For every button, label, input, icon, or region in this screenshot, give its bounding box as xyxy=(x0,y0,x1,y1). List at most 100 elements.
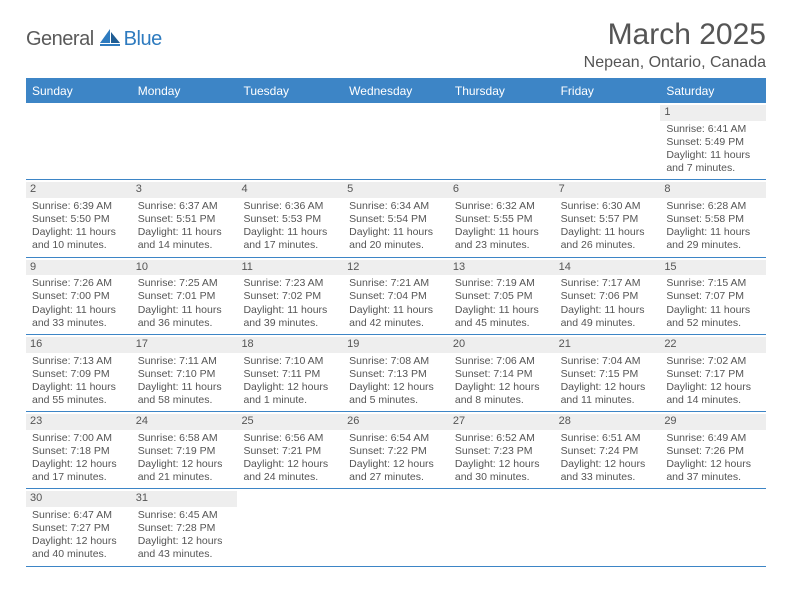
day-info-line: Daylight: 12 hours xyxy=(243,458,339,471)
day-info-line: Sunset: 7:06 PM xyxy=(561,290,657,303)
day-info-line: Daylight: 12 hours xyxy=(32,535,128,548)
day-number: 1 xyxy=(660,105,766,121)
day-info-line: Daylight: 12 hours xyxy=(243,381,339,394)
day-info-line: Daylight: 12 hours xyxy=(666,458,762,471)
day-info-line: Sunset: 7:13 PM xyxy=(349,368,445,381)
day-info-line: and 10 minutes. xyxy=(32,239,128,252)
day-info-line: and 20 minutes. xyxy=(349,239,445,252)
day-info: Sunrise: 6:58 AMSunset: 7:19 PMDaylight:… xyxy=(138,432,234,485)
day-info-line: Sunset: 5:58 PM xyxy=(666,213,762,226)
day-info: Sunrise: 7:08 AMSunset: 7:13 PMDaylight:… xyxy=(349,355,445,408)
day-info: Sunrise: 7:00 AMSunset: 7:18 PMDaylight:… xyxy=(32,432,128,485)
day-info-line: Sunset: 7:10 PM xyxy=(138,368,234,381)
day-info-line: Sunset: 5:49 PM xyxy=(666,136,762,149)
day-info-line: and 23 minutes. xyxy=(455,239,551,252)
day-info-line: Daylight: 11 hours xyxy=(455,226,551,239)
day-info: Sunrise: 7:26 AMSunset: 7:00 PMDaylight:… xyxy=(32,277,128,330)
day-info-line: Sunset: 7:21 PM xyxy=(243,445,339,458)
day-info-line: Daylight: 11 hours xyxy=(32,381,128,394)
day-info-line: Daylight: 11 hours xyxy=(243,304,339,317)
calendar-day: 15Sunrise: 7:15 AMSunset: 7:07 PMDayligh… xyxy=(660,258,766,334)
day-info-line: and 43 minutes. xyxy=(138,548,234,561)
day-info-line: Sunrise: 7:02 AM xyxy=(666,355,762,368)
day-number: 9 xyxy=(26,260,132,276)
calendar-day: 21Sunrise: 7:04 AMSunset: 7:15 PMDayligh… xyxy=(555,335,661,411)
calendar-day xyxy=(555,103,661,179)
day-info-line: Daylight: 11 hours xyxy=(561,226,657,239)
day-number: 17 xyxy=(132,337,238,353)
day-info-line: Sunset: 5:55 PM xyxy=(455,213,551,226)
day-number: 12 xyxy=(343,260,449,276)
calendar-day: 6Sunrise: 6:32 AMSunset: 5:55 PMDaylight… xyxy=(449,180,555,256)
day-info-line: Sunset: 5:53 PM xyxy=(243,213,339,226)
logo-text-general: General xyxy=(26,28,94,51)
day-number: 27 xyxy=(449,414,555,430)
day-info-line: Daylight: 12 hours xyxy=(455,381,551,394)
weekday-header: Wednesday xyxy=(343,80,449,103)
weekday-header: Saturday xyxy=(660,80,766,103)
day-info-line: Sunrise: 6:51 AM xyxy=(561,432,657,445)
day-info-line: Sunset: 7:27 PM xyxy=(32,522,128,535)
day-info-line: and 33 minutes. xyxy=(561,471,657,484)
day-number: 15 xyxy=(660,260,766,276)
day-number: 26 xyxy=(343,414,449,430)
day-info: Sunrise: 6:45 AMSunset: 7:28 PMDaylight:… xyxy=(138,509,234,562)
day-info-line: and 14 minutes. xyxy=(138,239,234,252)
day-info-line: Sunrise: 7:26 AM xyxy=(32,277,128,290)
day-number: 10 xyxy=(132,260,238,276)
calendar-week: 1Sunrise: 6:41 AMSunset: 5:49 PMDaylight… xyxy=(26,103,766,180)
calendar-day: 24Sunrise: 6:58 AMSunset: 7:19 PMDayligh… xyxy=(132,412,238,488)
day-info-line: and 36 minutes. xyxy=(138,317,234,330)
calendar-day: 10Sunrise: 7:25 AMSunset: 7:01 PMDayligh… xyxy=(132,258,238,334)
day-info-line: and 37 minutes. xyxy=(666,471,762,484)
day-info: Sunrise: 6:49 AMSunset: 7:26 PMDaylight:… xyxy=(666,432,762,485)
calendar-day xyxy=(343,103,449,179)
day-info: Sunrise: 7:23 AMSunset: 7:02 PMDaylight:… xyxy=(243,277,339,330)
day-info: Sunrise: 6:32 AMSunset: 5:55 PMDaylight:… xyxy=(455,200,551,253)
day-info-line: Sunset: 5:50 PM xyxy=(32,213,128,226)
day-info-line: Sunrise: 7:25 AM xyxy=(138,277,234,290)
calendar-day: 31 Sunrise: 6:45 AMSunset: 7:28 PMDayligh… xyxy=(132,489,238,565)
day-info-line: Daylight: 11 hours xyxy=(561,304,657,317)
day-info-line: and 17 minutes. xyxy=(32,471,128,484)
day-info-line: Sunrise: 7:17 AM xyxy=(561,277,657,290)
day-info-line: Sunrise: 6:45 AM xyxy=(138,509,234,522)
day-info-line: Sunset: 7:18 PM xyxy=(32,445,128,458)
day-info: Sunrise: 7:25 AMSunset: 7:01 PMDaylight:… xyxy=(138,277,234,330)
calendar-day: 8Sunrise: 6:28 AMSunset: 5:58 PMDaylight… xyxy=(660,180,766,256)
calendar-week: 30Sunrise: 6:47 AMSunset: 7:27 PMDayligh… xyxy=(26,489,766,566)
day-info-line: and 27 minutes. xyxy=(349,471,445,484)
day-info-line: Daylight: 12 hours xyxy=(349,458,445,471)
calendar-day: 16Sunrise: 7:13 AMSunset: 7:09 PMDayligh… xyxy=(26,335,132,411)
day-info: Sunrise: 7:21 AMSunset: 7:04 PMDaylight:… xyxy=(349,277,445,330)
day-info-line: Sunrise: 6:54 AM xyxy=(349,432,445,445)
header: General Blue March 2025 Nepean, Ontario,… xyxy=(26,18,766,72)
day-info: Sunrise: 7:06 AMSunset: 7:14 PMDaylight:… xyxy=(455,355,551,408)
day-info-line: Daylight: 11 hours xyxy=(666,226,762,239)
day-info-line: Sunrise: 7:11 AM xyxy=(138,355,234,368)
day-number: 13 xyxy=(449,260,555,276)
day-info-line: Sunrise: 6:32 AM xyxy=(455,200,551,213)
calendar-day xyxy=(449,103,555,179)
calendar-day: 13Sunrise: 7:19 AMSunset: 7:05 PMDayligh… xyxy=(449,258,555,334)
day-info-line: and 8 minutes. xyxy=(455,394,551,407)
day-info-line: Daylight: 11 hours xyxy=(138,226,234,239)
calendar-day: 26Sunrise: 6:54 AMSunset: 7:22 PMDayligh… xyxy=(343,412,449,488)
logo-sail-icon xyxy=(100,29,122,50)
day-info-line: Daylight: 11 hours xyxy=(138,304,234,317)
calendar-day: 9Sunrise: 7:26 AMSunset: 7:00 PMDaylight… xyxy=(26,258,132,334)
day-info-line: Sunrise: 6:34 AM xyxy=(349,200,445,213)
day-info-line: Sunset: 7:14 PM xyxy=(455,368,551,381)
day-info-line: Sunrise: 6:41 AM xyxy=(666,123,762,136)
day-number: 31 xyxy=(132,491,238,507)
day-info-line: Daylight: 11 hours xyxy=(349,304,445,317)
day-info-line: Daylight: 11 hours xyxy=(32,304,128,317)
day-info: Sunrise: 7:02 AMSunset: 7:17 PMDaylight:… xyxy=(666,355,762,408)
day-info-line: Sunrise: 7:19 AM xyxy=(455,277,551,290)
calendar-week: 9Sunrise: 7:26 AMSunset: 7:00 PMDaylight… xyxy=(26,258,766,335)
day-number: 22 xyxy=(660,337,766,353)
day-number: 23 xyxy=(26,414,132,430)
day-info: Sunrise: 7:04 AMSunset: 7:15 PMDaylight:… xyxy=(561,355,657,408)
calendar-day xyxy=(555,489,661,565)
day-info-line: Daylight: 12 hours xyxy=(138,535,234,548)
